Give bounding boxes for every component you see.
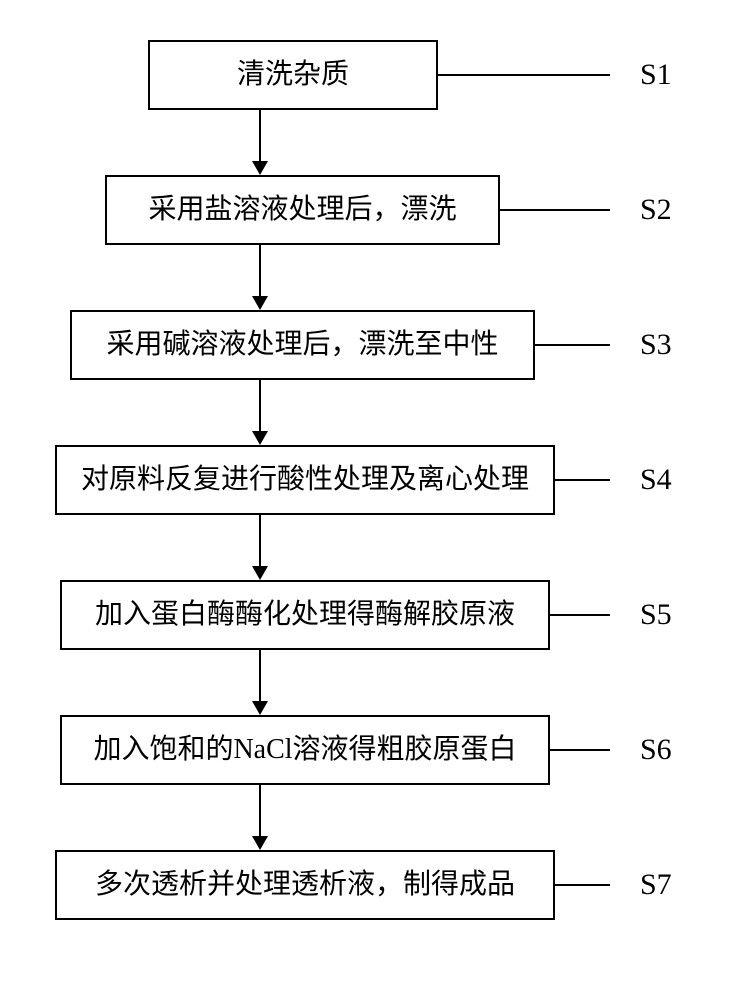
flow-step-text: 采用碱溶液处理后，漂洗至中性	[106, 328, 498, 362]
flow-step-s4: 对原料反复进行酸性处理及离心处理	[55, 445, 555, 515]
arrowhead-down-icon	[252, 836, 268, 850]
leader-line	[555, 884, 610, 886]
leader-line	[550, 749, 610, 751]
leader-line	[550, 614, 610, 616]
flow-step-s6: 加入饱和的NaCl溶液得粗胶原蛋白	[60, 715, 550, 785]
flow-step-label: S3	[640, 328, 672, 362]
flow-step-s3: 采用碱溶液处理后，漂洗至中性	[70, 310, 535, 380]
flow-step-text: 采用盐溶液处理后，漂洗	[148, 193, 456, 227]
connector-line	[259, 515, 261, 568]
flow-step-s2: 采用盐溶液处理后，漂洗	[105, 175, 500, 245]
connector-line	[259, 650, 261, 703]
leader-line	[535, 344, 610, 346]
flow-step-label: S5	[640, 598, 672, 632]
connector-line	[259, 245, 261, 298]
flow-step-label: S4	[640, 463, 672, 497]
flow-step-text: 加入蛋白酶酶化处理得酶解胶原液	[95, 598, 515, 632]
leader-line	[555, 479, 610, 481]
flow-step-text: 对原料反复进行酸性处理及离心处理	[81, 463, 529, 497]
flow-step-text: 清洗杂质	[237, 58, 349, 92]
flow-step-text: 加入饱和的NaCl溶液得粗胶原蛋白	[93, 733, 516, 767]
flow-step-label: S2	[640, 193, 672, 227]
flow-step-label: S6	[640, 733, 672, 767]
arrowhead-down-icon	[252, 701, 268, 715]
leader-line	[500, 209, 610, 211]
arrowhead-down-icon	[252, 566, 268, 580]
connector-line	[259, 110, 261, 163]
flow-step-text: 多次透析并处理透析液，制得成品	[95, 868, 515, 902]
flow-step-label: S1	[640, 58, 672, 92]
connector-line	[259, 785, 261, 838]
flow-step-s7: 多次透析并处理透析液，制得成品	[55, 850, 555, 920]
leader-line	[438, 74, 610, 76]
arrowhead-down-icon	[252, 161, 268, 175]
connector-line	[259, 380, 261, 433]
flow-step-s1: 清洗杂质	[148, 40, 438, 110]
flow-step-label: S7	[640, 868, 672, 902]
arrowhead-down-icon	[252, 296, 268, 310]
arrowhead-down-icon	[252, 431, 268, 445]
flow-step-s5: 加入蛋白酶酶化处理得酶解胶原液	[60, 580, 550, 650]
